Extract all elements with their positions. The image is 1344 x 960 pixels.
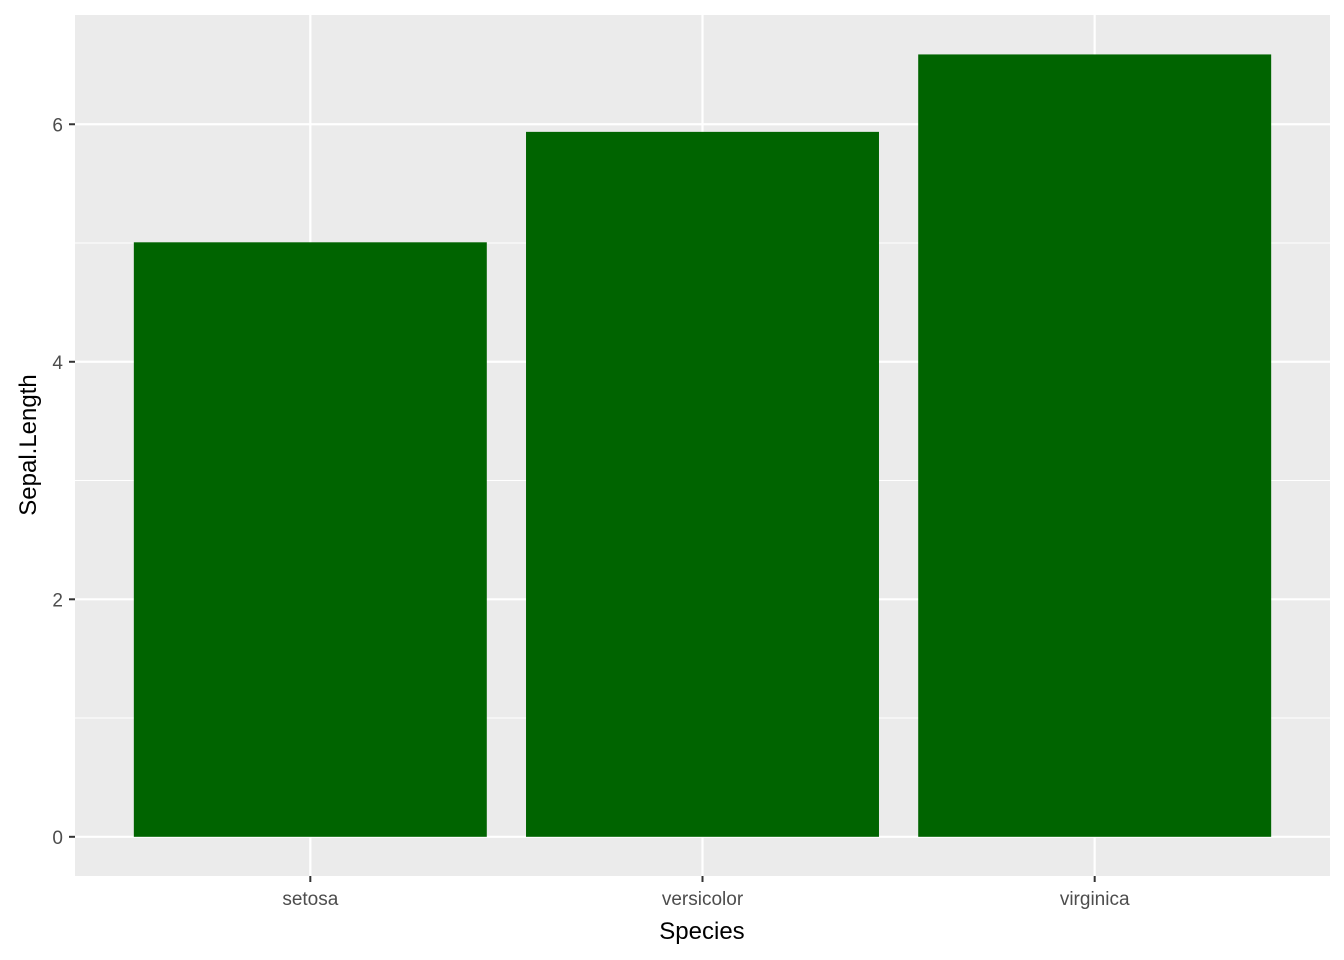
x-axis-title: Species	[659, 918, 744, 945]
x-tick-label: setosa	[282, 889, 338, 910]
bars	[133, 54, 1272, 837]
y-tick-label: 6	[52, 115, 63, 136]
y-axis-title: Sepal.Length	[15, 374, 42, 515]
bar-setosa	[133, 242, 487, 837]
y-tick-label: 0	[52, 828, 63, 849]
x-tick-label: virginica	[1060, 889, 1130, 910]
y-tick-label: 2	[52, 590, 63, 611]
y-tick-label: 4	[52, 353, 63, 374]
bar-virginica	[918, 54, 1272, 837]
bar-versicolor	[526, 131, 879, 837]
axes: 0 2 4 6 setosa versicolor virginica	[52, 115, 1130, 910]
x-tick-label: versicolor	[662, 889, 744, 910]
